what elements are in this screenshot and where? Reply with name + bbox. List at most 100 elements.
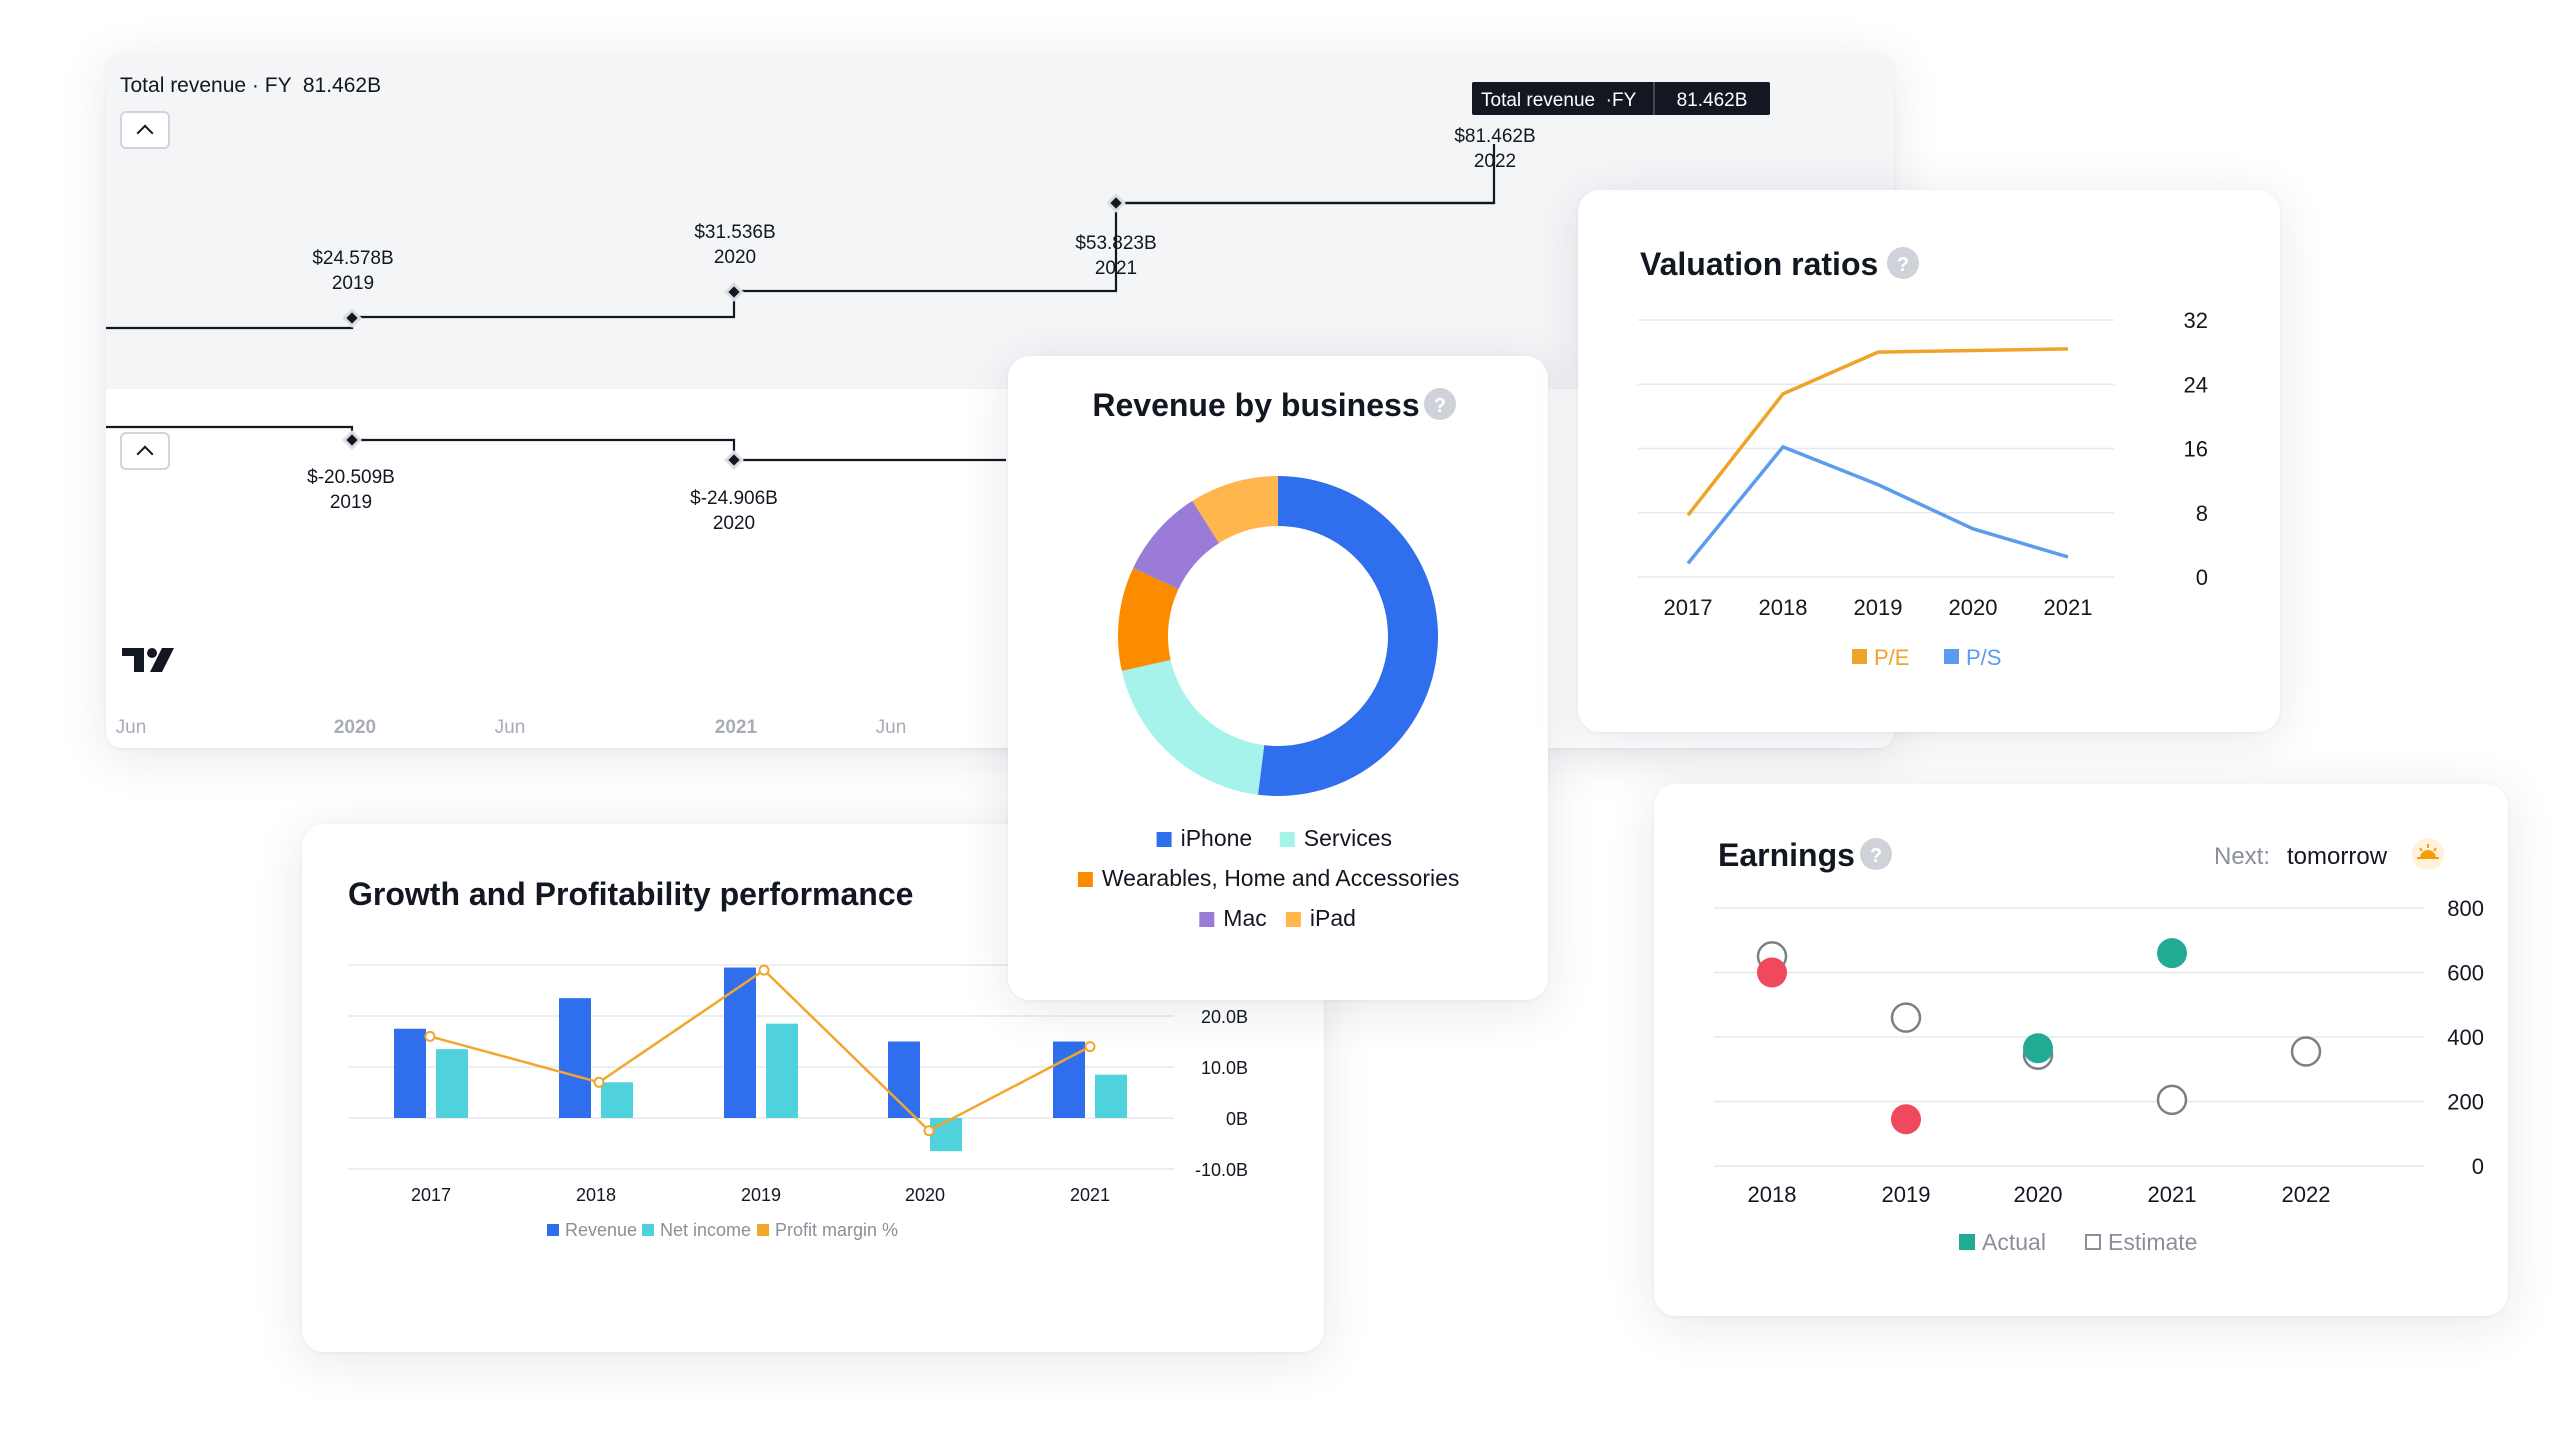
- x-tick-label: 2018: [1748, 1182, 1797, 1207]
- legend-swatch: [757, 1224, 769, 1236]
- x-tick-label: 2020: [1949, 595, 1998, 620]
- top-point-2019[interactable]: [342, 308, 362, 328]
- help-glyph: ?: [1870, 845, 1882, 867]
- donut-slice-iphone[interactable]: [1257, 476, 1438, 796]
- x-tick-label: 2021: [2044, 595, 2093, 620]
- series-line-pe[interactable]: [1686, 347, 2069, 517]
- y-tick-label: 24: [2184, 372, 2208, 397]
- bar-net-income[interactable]: [1095, 1074, 1127, 1118]
- help-icon[interactable]: [1424, 388, 1456, 420]
- bottom-year-2020: 2020: [713, 513, 755, 534]
- profit-margin-line[interactable]: [429, 968, 1091, 1133]
- top-point-2020[interactable]: [724, 282, 744, 302]
- top-label-2022: $81.462B: [1454, 126, 1535, 147]
- legend-swatch: [1156, 832, 1172, 847]
- revenue-by-business-title: Revenue by business: [1092, 387, 1419, 423]
- next-value: tomorrow: [2287, 843, 2388, 870]
- estimate-point[interactable]: [1890, 1002, 1922, 1033]
- legend-label: Wearables, Home and Accessories: [1102, 865, 1460, 891]
- help-icon[interactable]: [1887, 247, 1919, 279]
- actual-point[interactable]: [1757, 957, 1787, 988]
- profit-margin-point[interactable]: [424, 1030, 436, 1042]
- legend-swatch: [1944, 649, 1959, 664]
- y-tick-label: 600: [2447, 961, 2484, 986]
- donut-slice-ipad[interactable]: [1192, 476, 1278, 544]
- time-axis-label: 2020: [334, 717, 376, 738]
- bar-revenue[interactable]: [394, 1028, 426, 1118]
- donut-slice-mac[interactable]: [1133, 500, 1220, 590]
- revenue-step-chart: $24.578B 2019 $31.536B 2020 $53.823B 202…: [106, 82, 1770, 738]
- collapse-top-button[interactable]: [120, 111, 170, 149]
- x-tick-label: 2022: [2282, 1182, 2331, 1207]
- top-point-2021[interactable]: [1106, 193, 1126, 213]
- time-axis-label: Jun: [495, 717, 526, 738]
- revenue-header: Total revenue · FY 81.462B: [120, 74, 382, 97]
- bottom-year-2019: 2019: [330, 492, 372, 513]
- estimate-point[interactable]: [2156, 1084, 2188, 1116]
- series-line-ps[interactable]: [1686, 445, 2069, 565]
- donut-slice-wearables-home-and-accessories[interactable]: [1118, 567, 1179, 671]
- bottom-point-2019[interactable]: [342, 430, 362, 450]
- y-tick-label: 0B: [1226, 1109, 1248, 1129]
- y-tick-label: -10.0B: [1195, 1160, 1248, 1180]
- bar-revenue[interactable]: [724, 967, 756, 1118]
- growth-chart: 20.0B 10.0B 0B -10.0B 2017 2018 2019 2020 2021 R…: [348, 964, 1248, 1240]
- actual-point[interactable]: [2157, 938, 2187, 969]
- donut-slice-services[interactable]: [1121, 659, 1265, 795]
- y-tick-label: 20.0B: [1201, 1007, 1248, 1027]
- bottom-step-line: [106, 425, 1006, 462]
- profit-margin-point[interactable]: [593, 1076, 605, 1088]
- legend-label: Mac: [1223, 905, 1266, 931]
- bar-net-income[interactable]: [930, 1118, 962, 1152]
- top-label-2019: $24.578B: [312, 248, 393, 269]
- collapse-bottom-button[interactable]: [120, 432, 170, 470]
- y-tick-label: 200: [2447, 1090, 2484, 1115]
- x-tick-label: 2018: [1759, 595, 1808, 620]
- sunrise-icon: [2412, 838, 2444, 870]
- legend-swatch: [642, 1224, 654, 1236]
- help-icon[interactable]: [1860, 838, 1892, 870]
- legend-label: Net income: [660, 1220, 751, 1240]
- earnings-title: Earnings: [1718, 837, 1855, 873]
- y-tick-label: 0: [2472, 1154, 2484, 1179]
- bottom-label-2019: $-20.509B: [307, 467, 395, 488]
- help-glyph: ?: [1434, 395, 1446, 417]
- estimate-point[interactable]: [2290, 1036, 2322, 1067]
- top-label-2021: $53.823B: [1075, 233, 1156, 254]
- help-glyph: ?: [1897, 254, 1909, 276]
- legend-label: Estimate: [2108, 1229, 2197, 1255]
- bar-net-income[interactable]: [436, 1049, 468, 1118]
- bottom-point-2020[interactable]: [724, 450, 744, 470]
- tradingview-logo: [122, 648, 174, 672]
- legend-label: Revenue: [565, 1220, 637, 1240]
- tooltip-label: Total revenue ·FY: [1481, 90, 1637, 111]
- legend-label: iPhone: [1181, 825, 1253, 851]
- earnings-chart: Earnings ? Next: tomorrow 800 600 400 200 0 2…: [1714, 837, 2484, 1255]
- top-year-2020: 2020: [714, 247, 756, 268]
- x-tick-label: 2021: [1070, 1185, 1110, 1205]
- time-axis-label: Jun: [876, 717, 907, 738]
- top-step-line-tail: [1116, 144, 1496, 205]
- bar-net-income[interactable]: [766, 1023, 798, 1118]
- top-year-2021: 2021: [1095, 258, 1137, 279]
- actual-point[interactable]: [2023, 1033, 2053, 1064]
- valuation-title: Valuation ratios: [1640, 246, 1878, 282]
- legend-label: Actual: [1982, 1229, 2046, 1255]
- actual-point[interactable]: [1891, 1104, 1921, 1135]
- x-tick-label: 2020: [2014, 1182, 2063, 1207]
- earnings-card: Earnings ? Next: tomorrow 800 600 400 200 0 2…: [1654, 784, 2508, 1316]
- legend-label: Profit margin %: [775, 1220, 898, 1240]
- bar-revenue[interactable]: [559, 998, 591, 1118]
- y-tick-label: 32: [2184, 308, 2208, 333]
- valuation-ratios-card: Valuation ratios ? 32 24 16 8 0 2017 2018 2019 2…: [1578, 190, 2280, 732]
- profit-margin-point[interactable]: [1084, 1041, 1096, 1053]
- profit-margin-point[interactable]: [923, 1125, 935, 1137]
- bottom-label-2020: $-24.906B: [690, 488, 778, 509]
- legend-label: Services: [1304, 825, 1392, 851]
- bar-revenue[interactable]: [1053, 1041, 1085, 1119]
- bar-net-income[interactable]: [601, 1082, 633, 1118]
- x-tick-label: 2017: [411, 1185, 451, 1205]
- y-tick-label: 0: [2196, 565, 2208, 590]
- time-axis-label: 2021: [715, 717, 758, 738]
- profit-margin-point[interactable]: [758, 964, 770, 976]
